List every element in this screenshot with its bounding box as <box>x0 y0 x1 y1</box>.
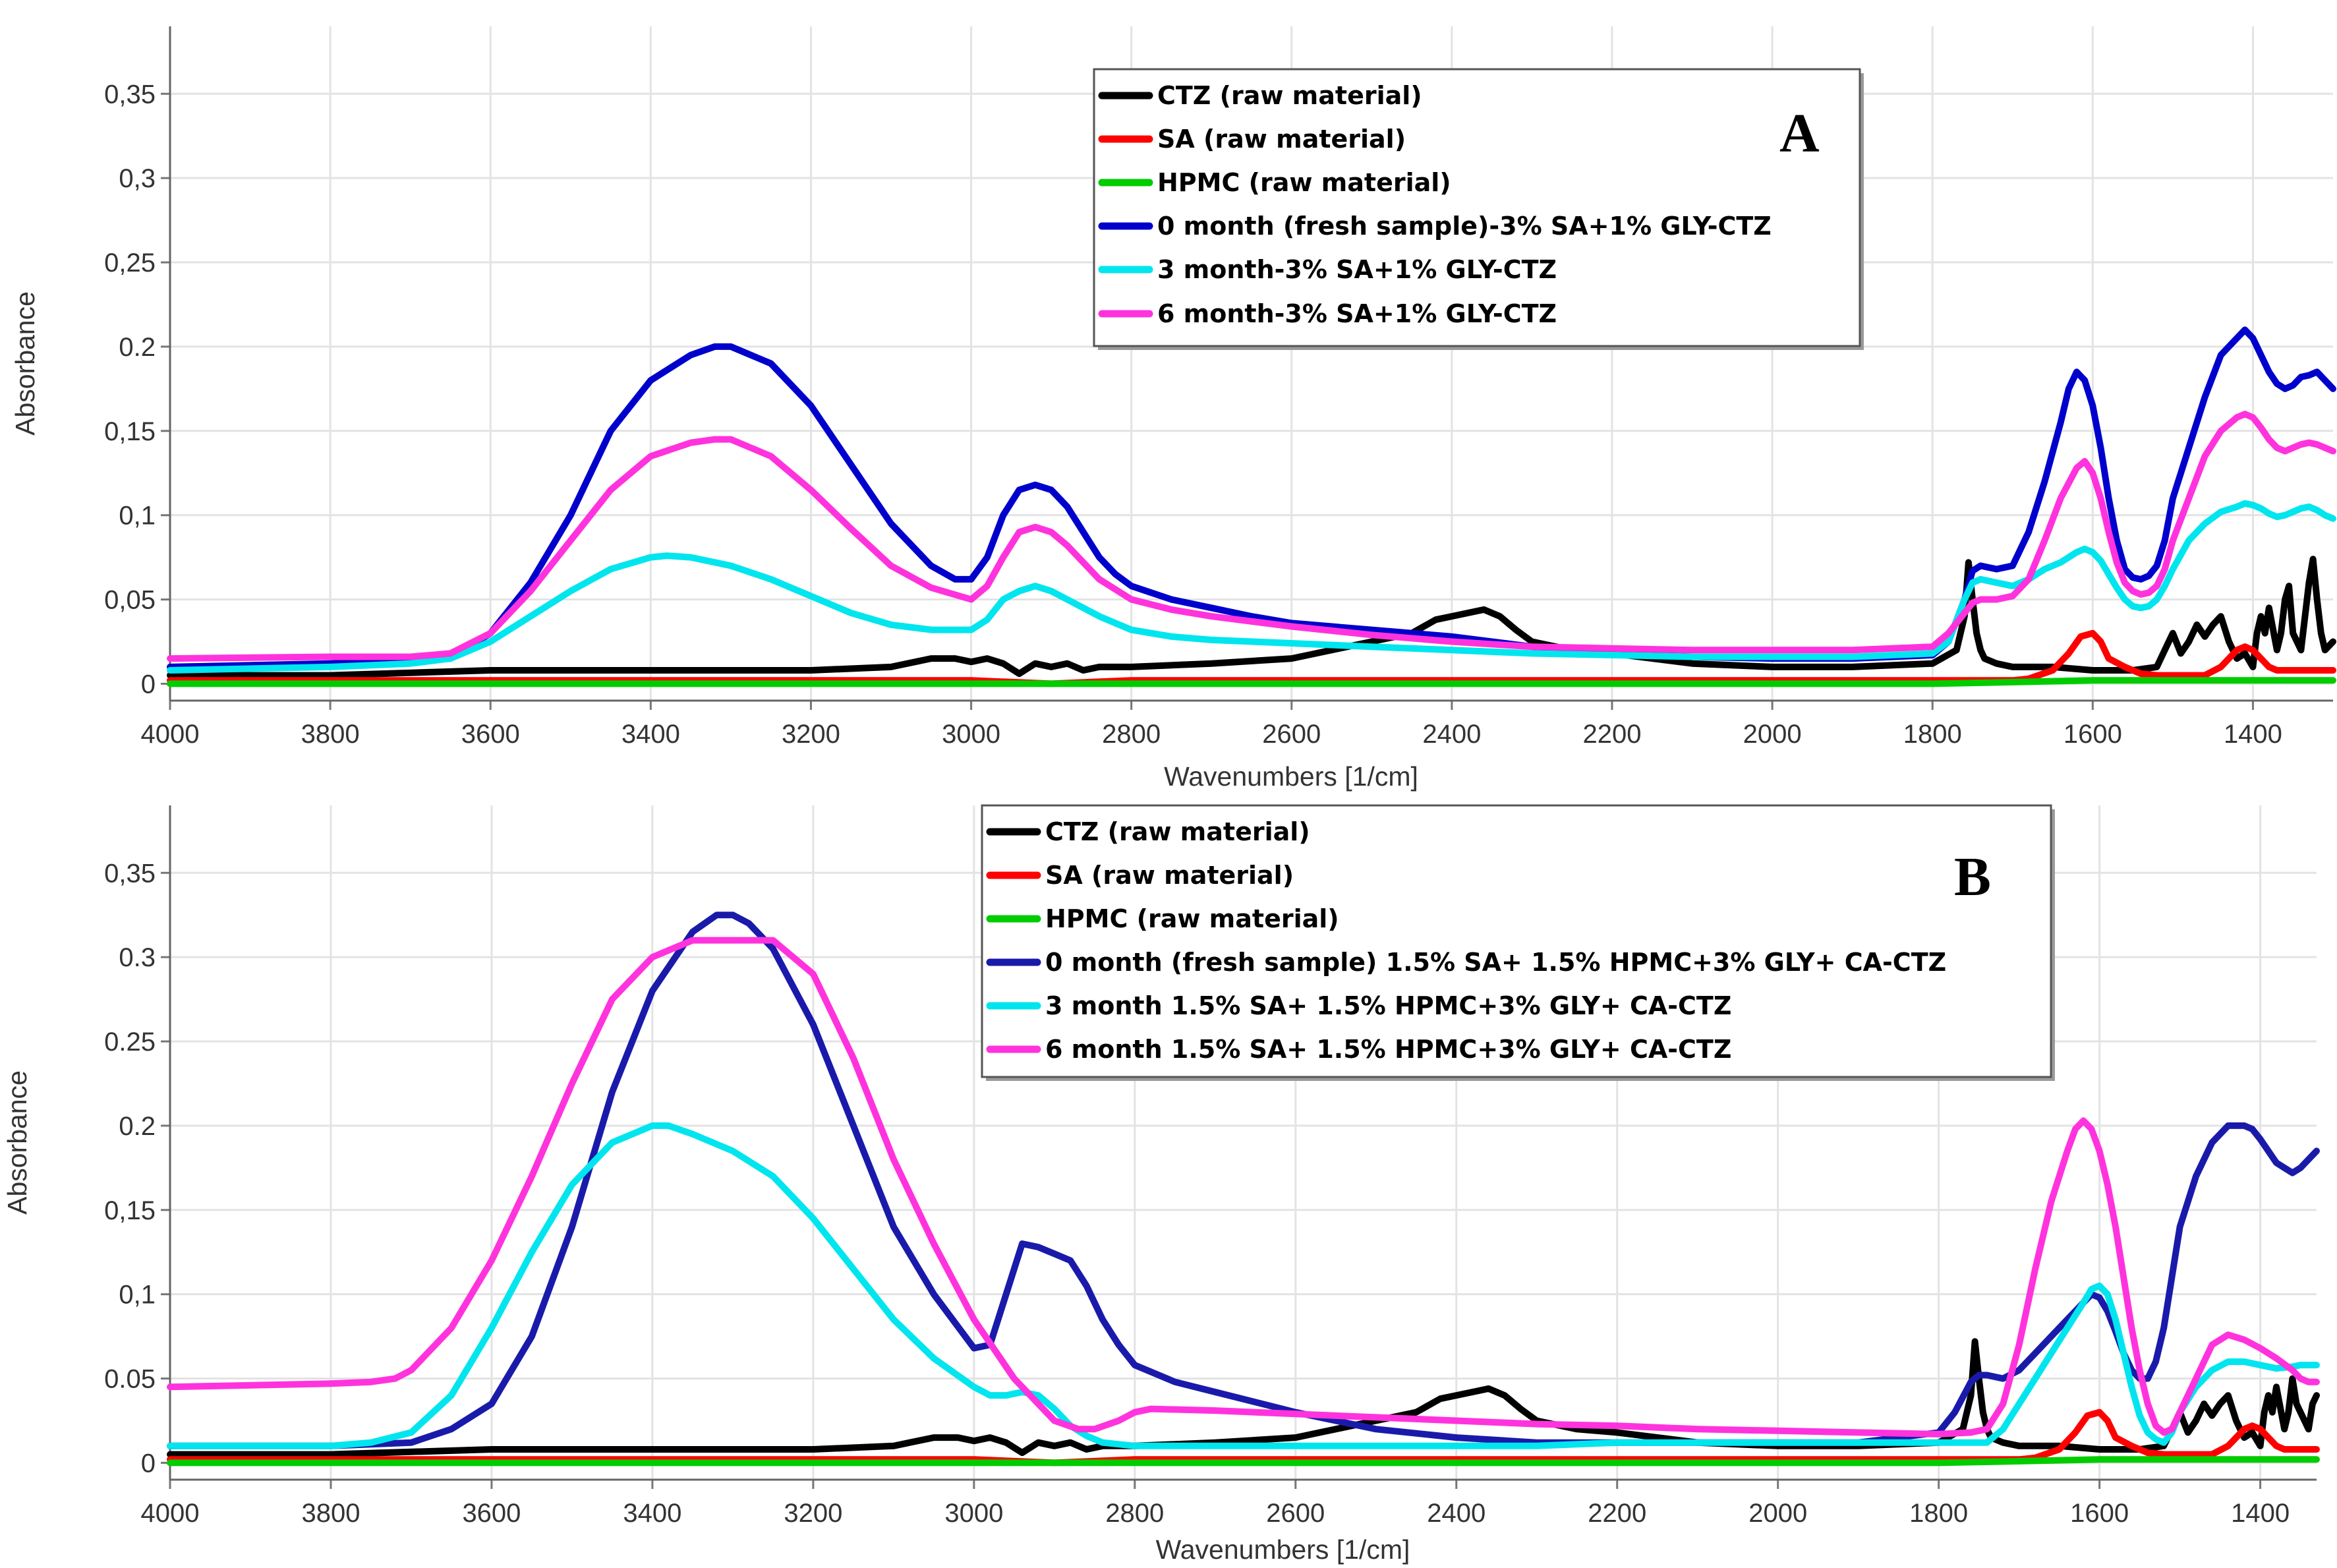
panel-b-x-tick-label: 1800 <box>1909 1499 1968 1528</box>
panel-b-letter: B <box>1954 846 1991 908</box>
panel-a-x-tick-label: 3200 <box>782 720 840 749</box>
panel-a-y-tick-label: 0,1 <box>119 502 156 531</box>
panel-b-y-tick-label: 0,15 <box>104 1196 156 1225</box>
panel-a-legend-box <box>1093 68 1861 347</box>
panel-a-x-tick-label: 3000 <box>942 720 1000 749</box>
panel-b-y-tick-label: 0.05 <box>104 1365 156 1394</box>
panel-a-legend-label-6-month-3-sa-1-gly-ctz: 6 month-3% SA+1% GLY-CTZ <box>1157 299 1557 328</box>
panel-b-series-line-hpmc-raw-material <box>167 1456 2320 1466</box>
panel-a-legend-label-ctz-raw-material: CTZ (raw material) <box>1157 81 1422 110</box>
panel-b-y-tick-label: 0,1 <box>119 1281 156 1310</box>
panel-b-x-tick-label: 1400 <box>2231 1499 2290 1528</box>
panel-b-y-tick-label: 0,35 <box>104 859 156 888</box>
panel-a-y-tick-label: 0 <box>141 670 156 699</box>
panel-b-x-axis-label: Wavenumbers [1/cm] <box>1156 1534 1410 1565</box>
panel-b-series-line-ctz-raw-material <box>167 1338 2320 1458</box>
panel-a-x-tick-label: 3800 <box>301 720 360 749</box>
chart-panel-a: 4000 3800 3600 3400 3200 3000 2800 2600 2400 2200… <box>10 26 2336 792</box>
panel-b-x-tick-label: 3000 <box>944 1499 1003 1528</box>
panel-b-x-tick-label: 3200 <box>784 1499 842 1528</box>
panel-a-y-tick-label: 0,3 <box>119 164 156 193</box>
panel-b-x-tick-label: 3800 <box>301 1499 360 1528</box>
panel-a-y-tick-label: 0,05 <box>104 586 156 615</box>
panel-b-legend-label-6-month-1-5-sa-1-5-hpmc-3-gly-ca-ctz: 6 month 1.5% SA+ 1.5% HPMC+3% GLY+ CA-CT… <box>1045 1035 1731 1064</box>
panel-b-x-tick-label: 3400 <box>623 1499 681 1528</box>
panel-a-x-tick-label: 2800 <box>1102 720 1161 749</box>
panel-b-series-line-3-month-1-5-sa-1-5-hpmc-3-gly-ca-ctz <box>167 1122 2320 1449</box>
panel-a-legend-label-0-month-fresh-sample-3-sa-1-gly-ctz: 0 month (fresh sample)-3% SA+1% GLY-CTZ <box>1157 212 1772 241</box>
chart-panel-b: 4000 3800 3600 3400 3200 3000 2800 2600 2400 2200… <box>2 804 2320 1565</box>
panel-b-x-tick-label: 2200 <box>1588 1499 1646 1528</box>
panel-a-x-tick-label: 3600 <box>461 720 520 749</box>
panel-b-x-tick-label: 2800 <box>1105 1499 1164 1528</box>
panel-a-series-line-3-month-3-sa-1-gly-ctz <box>167 500 2336 674</box>
panel-a-x-tick-label: 2000 <box>1743 720 1802 749</box>
panel-a-y-tick-label: 0,15 <box>104 417 156 446</box>
panel-a-letter: A <box>1779 103 1820 164</box>
panel-a-series-line-hpmc-raw-material <box>167 677 2336 687</box>
panel-a-x-tick-label: 1800 <box>1903 720 1962 749</box>
panel-b-x-tick-label: 2000 <box>1748 1499 1807 1528</box>
panel-b-legend-label-sa-raw-material: SA (raw material) <box>1045 861 1294 890</box>
panel-a-y-tick-label: 0,25 <box>104 248 156 277</box>
panel-b-legend-label-ctz-raw-material: CTZ (raw material) <box>1045 817 1310 846</box>
panel-b-legend-label-3-month-1-5-sa-1-5-hpmc-3-gly-ca-ctz: 3 month 1.5% SA+ 1.5% HPMC+3% GLY+ CA-CT… <box>1045 991 1731 1020</box>
panel-a-legend-label-sa-raw-material: SA (raw material) <box>1157 125 1406 154</box>
panel-b-y-tick-label: 0 <box>141 1449 156 1478</box>
panel-b-legend-label-hpmc-raw-material: HPMC (raw material) <box>1045 904 1339 933</box>
panel-b-x-tick-label: 4000 <box>141 1499 200 1528</box>
panel-a-series-line-sa-raw-material <box>167 629 2336 687</box>
panel-a-legend-label-3-month-3-sa-1-gly-ctz: 3 month-3% SA+1% GLY-CTZ <box>1157 255 1557 284</box>
panel-b-y-tick-label: 0.25 <box>104 1028 156 1057</box>
panel-a-x-tick-label: 3400 <box>621 720 680 749</box>
panel-b-x-tick-label: 3600 <box>462 1499 521 1528</box>
panel-a-x-tick-label: 4000 <box>141 720 200 749</box>
panel-a-x-tick-label: 1400 <box>2224 720 2282 749</box>
panel-a-x-tick-label: 2400 <box>1422 720 1481 749</box>
panel-a-x-tick-label: 2600 <box>1262 720 1321 749</box>
panel-a-y-tick-label: 0.2 <box>119 333 156 362</box>
panel-a-y-axis-label: Absorbance <box>10 291 40 436</box>
panel-b-y-tick-label: 0.3 <box>119 943 156 972</box>
panel-b-series-line-sa-raw-material <box>167 1408 2320 1466</box>
panel-a-y-tick-label: 0,35 <box>104 80 156 109</box>
panel-a-legend-label-hpmc-raw-material: HPMC (raw material) <box>1157 168 1451 197</box>
panel-a-x-axis-label: Wavenumbers [1/cm] <box>1164 761 1418 792</box>
panel-a-x-tick-label: 2200 <box>1583 720 1642 749</box>
panel-b-x-tick-label: 1600 <box>2070 1499 2129 1528</box>
panel-b-series-line-6-month-1-5-sa-1-5-hpmc-3-gly-ca-ctz <box>167 937 2320 1437</box>
panel-b-legend-label-0-month-fresh-sample-1-5-sa-1-5-hpmc-3-gly-ca-ctz: 0 month (fresh sample) 1.5% SA+ 1.5% HPM… <box>1045 948 1946 977</box>
panel-b-x-tick-label: 2600 <box>1266 1499 1325 1528</box>
panel-b-x-tick-label: 2400 <box>1427 1499 1486 1528</box>
panel-a-x-tick-label: 1600 <box>2063 720 2122 749</box>
panel-b-y-tick-label: 0.2 <box>119 1112 156 1141</box>
panel-a-series-line-6-month-3-sa-1-gly-ctz <box>167 411 2336 662</box>
panel-b-y-axis-label: Absorbance <box>2 1070 32 1215</box>
panel-b-legend-box <box>981 804 2052 1078</box>
